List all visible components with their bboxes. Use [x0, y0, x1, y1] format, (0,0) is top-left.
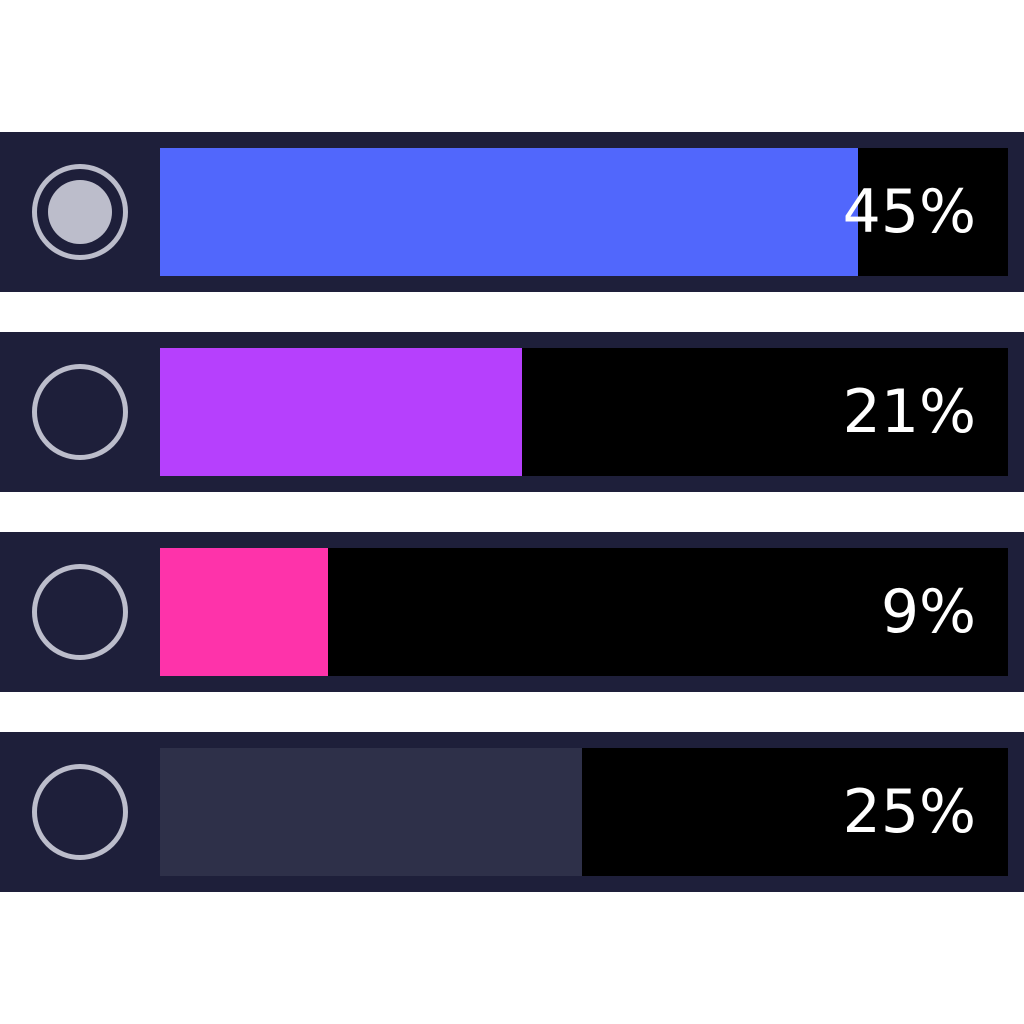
result-bar-fill [160, 148, 858, 276]
result-bar-track: 9% [160, 548, 1008, 676]
radio-button[interactable] [32, 364, 128, 460]
radio-button[interactable] [32, 164, 128, 260]
poll-option-3[interactable]: 9% [0, 532, 1024, 692]
percent-label: 25% [842, 777, 976, 847]
result-bar-track: 25% [160, 748, 1008, 876]
percent-label: 21% [842, 377, 976, 447]
result-bar-track: 21% [160, 348, 1008, 476]
radio-selected-dot [48, 180, 112, 244]
percent-label: 9% [880, 577, 976, 647]
result-bar-fill [160, 548, 328, 676]
result-bar-fill [160, 748, 583, 876]
poll-option-2[interactable]: 21% [0, 332, 1024, 492]
radio-button[interactable] [32, 764, 128, 860]
poll-option-1[interactable]: 45% [0, 132, 1024, 292]
radio-button[interactable] [32, 564, 128, 660]
result-bar-track: 45% [160, 148, 1008, 276]
percent-label: 45% [842, 177, 976, 247]
result-bar-fill [160, 348, 523, 476]
poll-option-4[interactable]: 25% [0, 732, 1024, 892]
